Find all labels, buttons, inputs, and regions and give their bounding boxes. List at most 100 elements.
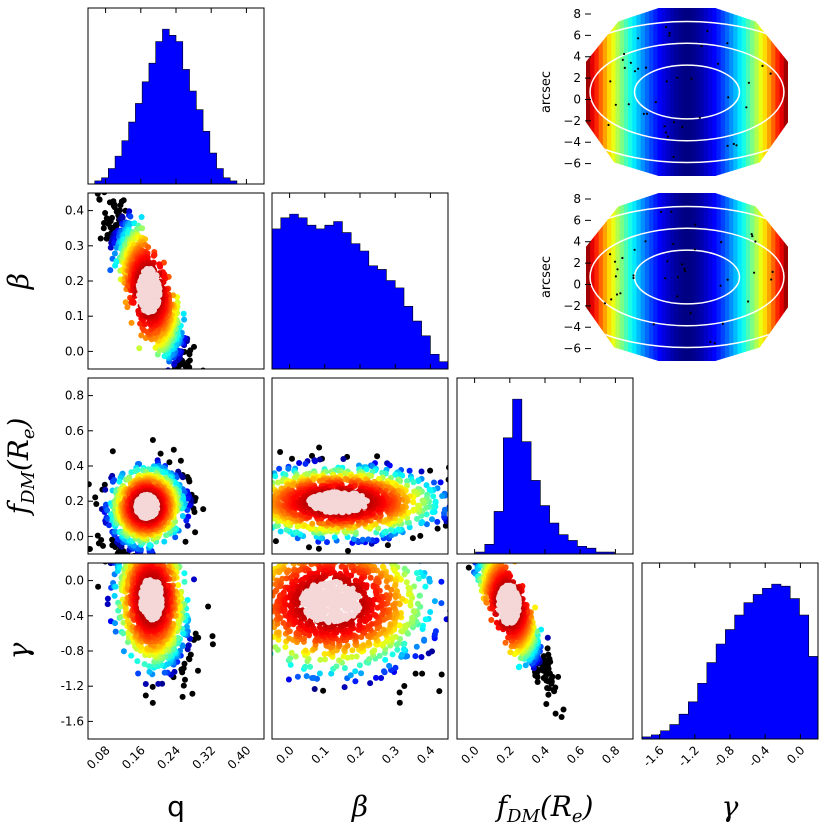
scatter-point — [135, 670, 142, 677]
scatter-point — [406, 467, 413, 474]
scatter-point — [277, 528, 284, 535]
scatter-point — [171, 552, 177, 558]
scatter-point — [96, 548, 102, 554]
scatter-point — [447, 525, 448, 528]
scatter-point — [179, 513, 186, 519]
scatter-point — [135, 307, 142, 314]
scatter-point — [107, 244, 114, 251]
scatter-point — [120, 648, 127, 655]
scatter-point — [149, 437, 156, 443]
scatter-point — [159, 556, 165, 562]
scatter-point — [160, 557, 166, 563]
scatter-point — [180, 630, 187, 637]
scatter-point — [275, 522, 281, 529]
scatter-point — [150, 563, 154, 564]
scatter-point — [193, 376, 199, 382]
scatter-point — [185, 403, 191, 409]
scatter-point — [109, 536, 116, 543]
scatter-point — [262, 485, 268, 491]
scatter-point — [310, 476, 317, 483]
scatter-point — [257, 493, 263, 499]
scatter-point — [445, 476, 448, 483]
scatter-point — [277, 449, 284, 455]
scatter-point — [139, 225, 146, 232]
scatter-point — [241, 516, 247, 522]
scatter-point — [107, 267, 114, 274]
scatter-point — [128, 652, 135, 659]
scatter-point — [102, 563, 108, 565]
scatter-point — [251, 523, 257, 529]
scatter-point — [253, 517, 259, 523]
scatter-point — [331, 534, 338, 541]
scatter-point — [434, 518, 441, 525]
scatter-point — [406, 524, 413, 531]
scatter-point — [250, 487, 256, 493]
scatter-point — [96, 196, 103, 203]
scatter-point — [434, 525, 441, 532]
scatter-point — [399, 472, 406, 479]
scatter-point — [392, 471, 399, 478]
scatter-point — [120, 630, 127, 637]
scatter-point — [140, 555, 146, 561]
scatter-point — [429, 516, 435, 523]
scatter-point — [423, 511, 430, 518]
scatter-point — [170, 542, 176, 548]
scatter-point — [112, 556, 118, 562]
scatter-point — [109, 448, 116, 455]
scatter-point — [419, 497, 426, 504]
scatter-point — [255, 478, 261, 484]
scatter-point — [184, 474, 191, 480]
scatter-point — [175, 634, 181, 641]
scatter-point — [427, 487, 434, 494]
scatter-point — [87, 162, 93, 168]
scatter-point — [227, 492, 233, 498]
scatter-point — [104, 507, 111, 514]
scatter-point — [412, 489, 418, 496]
scatter-point — [171, 360, 178, 367]
scatter-point — [229, 497, 235, 503]
scatter-point — [363, 466, 370, 473]
scatter-point — [250, 503, 256, 509]
scatter-point — [109, 557, 115, 563]
scatter-point — [116, 207, 123, 214]
scatter-point — [246, 509, 252, 515]
scatter-point — [103, 235, 110, 242]
scatter-point — [312, 458, 318, 465]
scatter-panel-q-gamma — [87, 542, 265, 740]
scatter-point — [266, 538, 272, 544]
scatter-point — [102, 486, 109, 493]
scatter-point — [256, 504, 262, 510]
scatter-point — [260, 467, 266, 473]
scatter-point — [409, 535, 416, 542]
scatter-point — [423, 482, 430, 489]
histogram-panel-gamma — [641, 562, 819, 740]
scatter-point — [150, 252, 157, 259]
scatter-point — [163, 532, 170, 539]
scatter-point — [132, 555, 138, 561]
scatter-point — [239, 493, 245, 499]
scatter-point — [397, 478, 404, 484]
scatter-point — [291, 510, 298, 517]
scatter-point — [255, 503, 261, 509]
scatter-point — [158, 550, 164, 556]
scatter-point — [141, 661, 148, 668]
scatter-point — [174, 542, 180, 548]
scatter-point — [113, 258, 120, 265]
scatter-point — [183, 371, 189, 377]
scatter-point — [193, 383, 199, 389]
scatter-point — [258, 488, 264, 494]
scatter-point — [154, 563, 158, 564]
scatter-point — [334, 499, 341, 506]
scatter-point — [191, 576, 197, 583]
scatter-point — [257, 501, 263, 507]
scatter-point — [265, 482, 271, 488]
scatter-point — [122, 299, 129, 306]
scatter-point — [102, 210, 109, 216]
scatter-point — [415, 502, 422, 509]
scatter-point — [289, 455, 295, 462]
scatter-point — [244, 529, 250, 535]
scatter-point — [192, 529, 199, 536]
scatter-point — [170, 446, 177, 453]
scatter-point — [441, 506, 448, 513]
scatter-point — [146, 541, 153, 548]
